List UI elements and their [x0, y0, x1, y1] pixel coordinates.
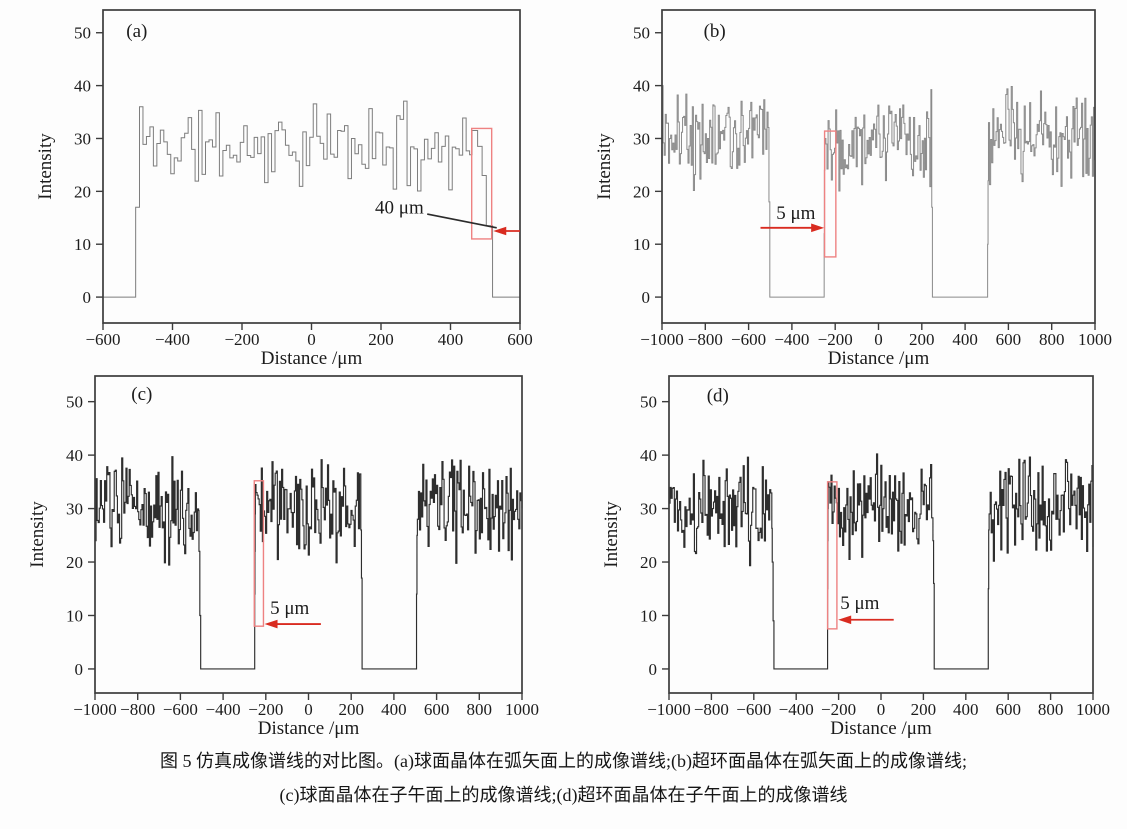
- svg-text:Distance /μm: Distance /μm: [258, 718, 360, 739]
- svg-text:Intensity: Intensity: [27, 501, 48, 568]
- svg-text:5 μm: 5 μm: [270, 598, 309, 619]
- svg-text:10: 10: [74, 235, 91, 254]
- svg-text:400: 400: [381, 700, 407, 719]
- svg-text:1000: 1000: [1076, 700, 1110, 719]
- svg-text:30: 30: [66, 500, 83, 519]
- svg-text:600: 600: [424, 700, 450, 719]
- svg-text:5 μm: 5 μm: [840, 593, 879, 614]
- svg-text:40: 40: [633, 77, 650, 96]
- svg-text:50: 50: [66, 393, 83, 412]
- svg-text:600: 600: [995, 700, 1021, 719]
- figure-caption-line-1: 图 5 仿真成像谱线的对比图。(a)球面晶体在弧矢面上的成像谱线;(b)超环面晶…: [160, 751, 967, 771]
- svg-text:20: 20: [640, 553, 657, 572]
- svg-text:10: 10: [640, 606, 657, 625]
- svg-text:Distance /μm: Distance /μm: [830, 718, 932, 739]
- svg-text:−600: −600: [731, 330, 766, 349]
- svg-text:Intensity: Intensity: [601, 501, 622, 568]
- svg-text:1000: 1000: [1078, 330, 1112, 349]
- svg-text:30: 30: [633, 129, 650, 148]
- svg-text:5 μm: 5 μm: [776, 203, 815, 224]
- svg-text:30: 30: [640, 500, 657, 519]
- panel-d-chart: −1000 −800 −600 −400 −200 0 200 400 600 800 1000 0 1…: [601, 375, 1110, 739]
- svg-text:40: 40: [640, 446, 657, 465]
- svg-text:−1000: −1000: [647, 700, 691, 719]
- svg-text:−800: −800: [694, 700, 729, 719]
- svg-text:−200: −200: [818, 330, 853, 349]
- panel-a-chart: −600 −400 −200 0 200 400 600 0 10 20 30 40 50 Distanc…: [35, 9, 533, 368]
- svg-text:Distance /μm: Distance /μm: [261, 348, 363, 368]
- svg-text:Intensity: Intensity: [35, 133, 56, 200]
- svg-text:40: 40: [74, 77, 91, 96]
- svg-text:Intensity: Intensity: [594, 133, 615, 200]
- svg-text:20: 20: [633, 182, 650, 201]
- svg-text:−200: −200: [224, 330, 259, 349]
- figure-caption: 图 5 仿真成像谱线的对比图。(a)球面晶体在弧矢面上的成像谱线;(b)超环面晶…: [0, 744, 1127, 812]
- figure-caption-line-2: (c)球面晶体在子午面上的成像谱线;(d)超环面晶体在子午面上的成像谱线: [279, 785, 848, 805]
- svg-text:0: 0: [877, 700, 886, 719]
- svg-text:30: 30: [74, 129, 91, 148]
- svg-text:−1000: −1000: [640, 330, 684, 349]
- svg-text:−400: −400: [206, 700, 241, 719]
- svg-text:−800: −800: [688, 330, 723, 349]
- svg-text:800: 800: [1038, 700, 1064, 719]
- svg-text:800: 800: [1039, 330, 1065, 349]
- svg-text:−1000: −1000: [73, 700, 117, 719]
- svg-text:0: 0: [304, 700, 313, 719]
- svg-text:−400: −400: [779, 700, 814, 719]
- svg-text:200: 200: [338, 700, 364, 719]
- svg-text:−400: −400: [774, 330, 809, 349]
- svg-text:50: 50: [640, 393, 657, 412]
- svg-text:50: 50: [633, 24, 650, 43]
- svg-text:10: 10: [66, 606, 83, 625]
- svg-text:20: 20: [66, 553, 83, 572]
- svg-text:200: 200: [368, 330, 394, 349]
- svg-text:−600: −600: [85, 330, 120, 349]
- svg-text:0: 0: [307, 330, 316, 349]
- svg-text:0: 0: [75, 660, 84, 679]
- svg-text:−600: −600: [736, 700, 771, 719]
- panel-c-chart: −1000 −800 −600 −400 −200 0 200 400 600 800 1000 0 1…: [27, 375, 539, 739]
- svg-text:10: 10: [633, 235, 650, 254]
- svg-text:(d): (d): [707, 386, 729, 407]
- svg-text:−400: −400: [155, 330, 190, 349]
- svg-text:0: 0: [642, 288, 651, 307]
- svg-text:20: 20: [74, 182, 91, 201]
- svg-text:400: 400: [952, 330, 978, 349]
- panel-b-chart: −1000 −800 −600 −400 −200 0 200 400 600 800 1000 0 1…: [594, 9, 1112, 368]
- svg-text:1000: 1000: [505, 700, 539, 719]
- svg-text:200: 200: [911, 700, 937, 719]
- svg-text:−800: −800: [120, 700, 155, 719]
- svg-text:(c): (c): [131, 384, 152, 405]
- svg-text:(a): (a): [126, 21, 147, 42]
- svg-text:40: 40: [66, 446, 83, 465]
- svg-text:50: 50: [74, 24, 91, 43]
- svg-text:(b): (b): [704, 21, 726, 42]
- svg-text:400: 400: [953, 700, 979, 719]
- svg-text:0: 0: [83, 288, 92, 307]
- svg-text:−200: −200: [821, 700, 856, 719]
- svg-text:600: 600: [507, 330, 533, 349]
- svg-text:0: 0: [649, 660, 658, 679]
- svg-text:40 μm: 40 μm: [375, 198, 424, 219]
- svg-text:200: 200: [909, 330, 935, 349]
- svg-text:0: 0: [874, 330, 883, 349]
- svg-text:−600: −600: [163, 700, 198, 719]
- svg-text:600: 600: [996, 330, 1022, 349]
- svg-text:800: 800: [467, 700, 493, 719]
- svg-text:−200: −200: [248, 700, 283, 719]
- svg-text:400: 400: [438, 330, 464, 349]
- svg-text:Distance /μm: Distance /μm: [828, 348, 930, 368]
